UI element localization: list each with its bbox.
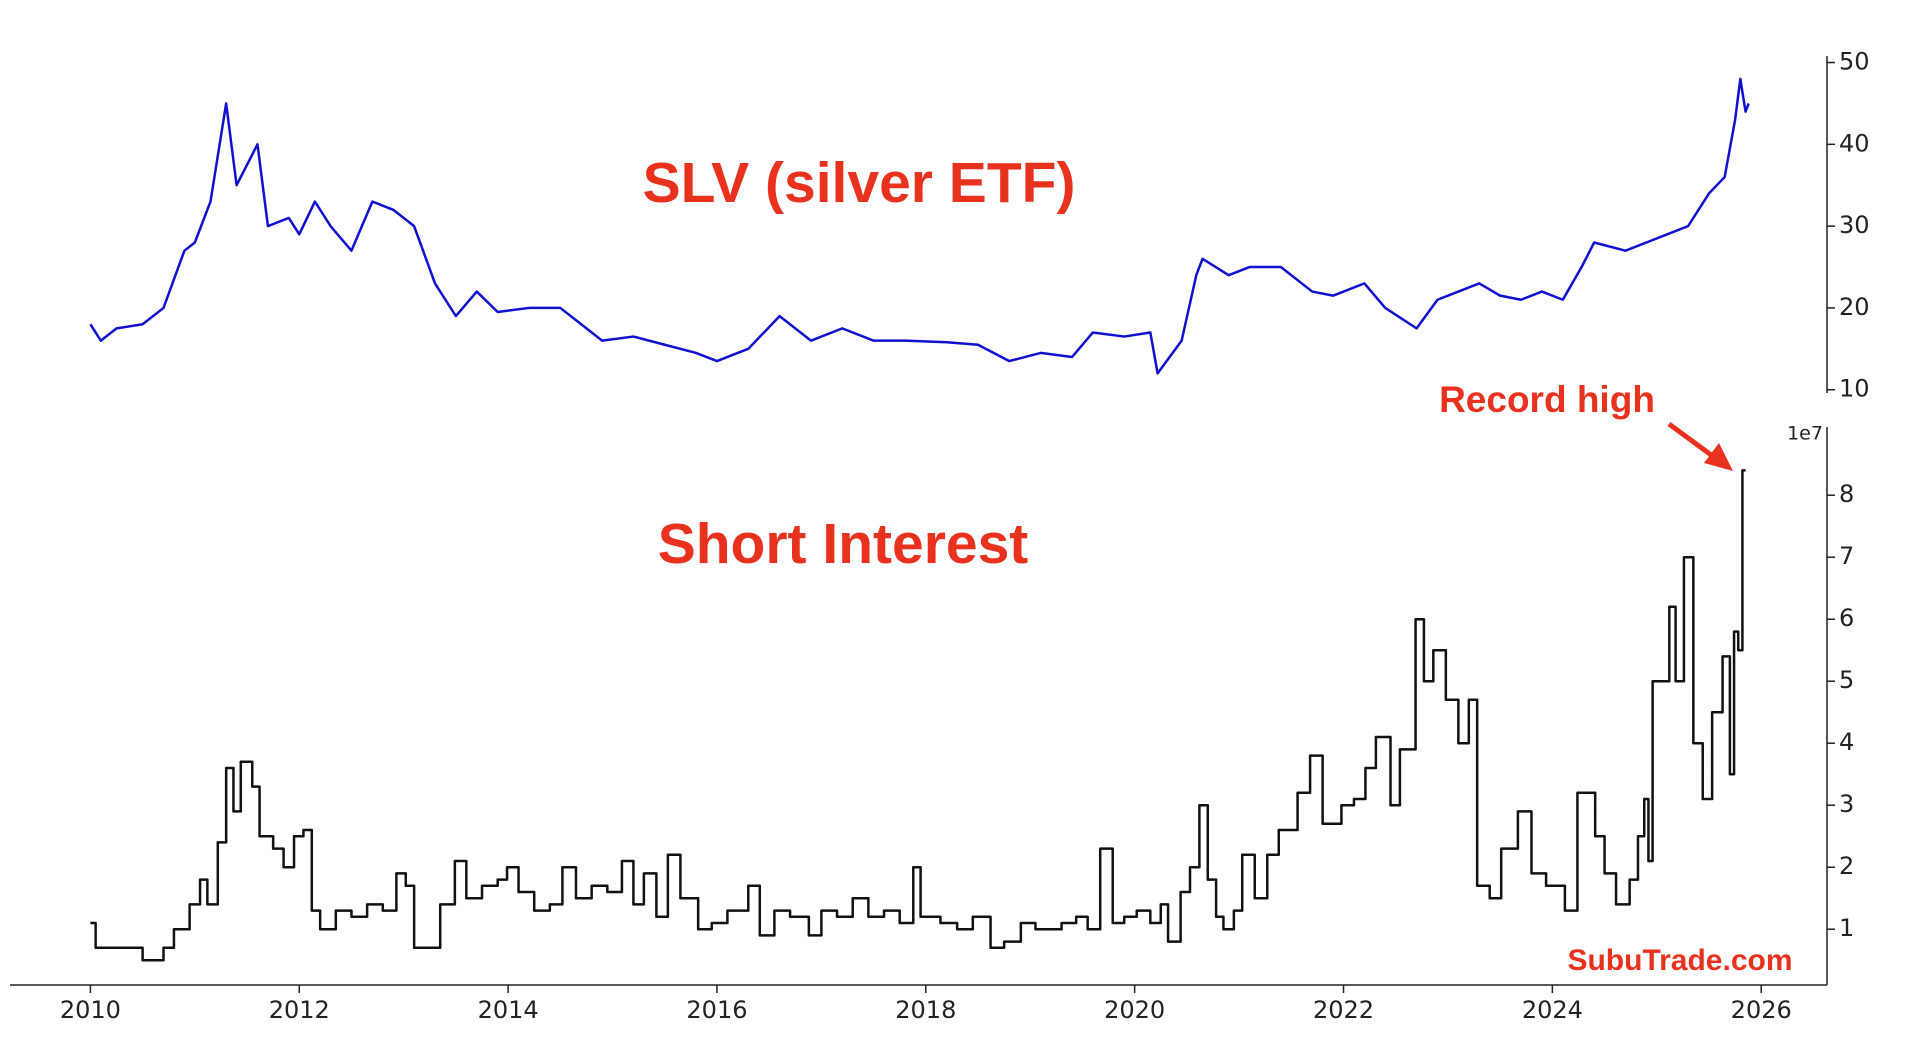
y-tick-label: 10 xyxy=(1839,375,1870,403)
y-tick-label: 6 xyxy=(1839,604,1854,632)
arrow-head xyxy=(1704,443,1733,471)
y-tick-label: 5 xyxy=(1839,666,1854,694)
x-tick-label: 2024 xyxy=(1522,996,1583,1024)
watermark: SubuTrade.com xyxy=(1567,944,1792,977)
y-tick-label: 8 xyxy=(1839,480,1854,508)
y-tick-label: 50 xyxy=(1839,48,1870,76)
x-tick-label: 2026 xyxy=(1731,996,1792,1024)
annotation: Record high xyxy=(1439,379,1655,420)
y-tick-label: 2 xyxy=(1839,852,1854,880)
y-tick-label: 7 xyxy=(1839,542,1854,570)
chart-title: SLV (silver ETF) xyxy=(643,151,1076,215)
x-tick-label: 2020 xyxy=(1104,996,1165,1024)
arrow-shaft xyxy=(1667,421,1720,463)
x-tick-label: 2018 xyxy=(895,996,956,1024)
y-tick-label: 3 xyxy=(1839,790,1854,818)
y-tick-label: 1 xyxy=(1839,914,1854,942)
chart-title: Short Interest xyxy=(658,512,1029,576)
y-tick-label: 30 xyxy=(1839,211,1870,239)
x-tick-label: 2012 xyxy=(269,996,330,1024)
y-tick-label: 40 xyxy=(1839,129,1870,157)
offset-label: 1e7 xyxy=(1787,423,1823,445)
data-line xyxy=(89,77,1750,375)
x-tick-label: 2016 xyxy=(686,996,747,1024)
x-tick-label: 2010 xyxy=(60,996,121,1024)
y-tick-label: 4 xyxy=(1839,728,1854,756)
x-tick-label: 2014 xyxy=(478,996,539,1024)
data-line xyxy=(90,469,1746,962)
x-tick-label: 2022 xyxy=(1313,996,1374,1024)
y-tick-label: 20 xyxy=(1839,293,1870,321)
